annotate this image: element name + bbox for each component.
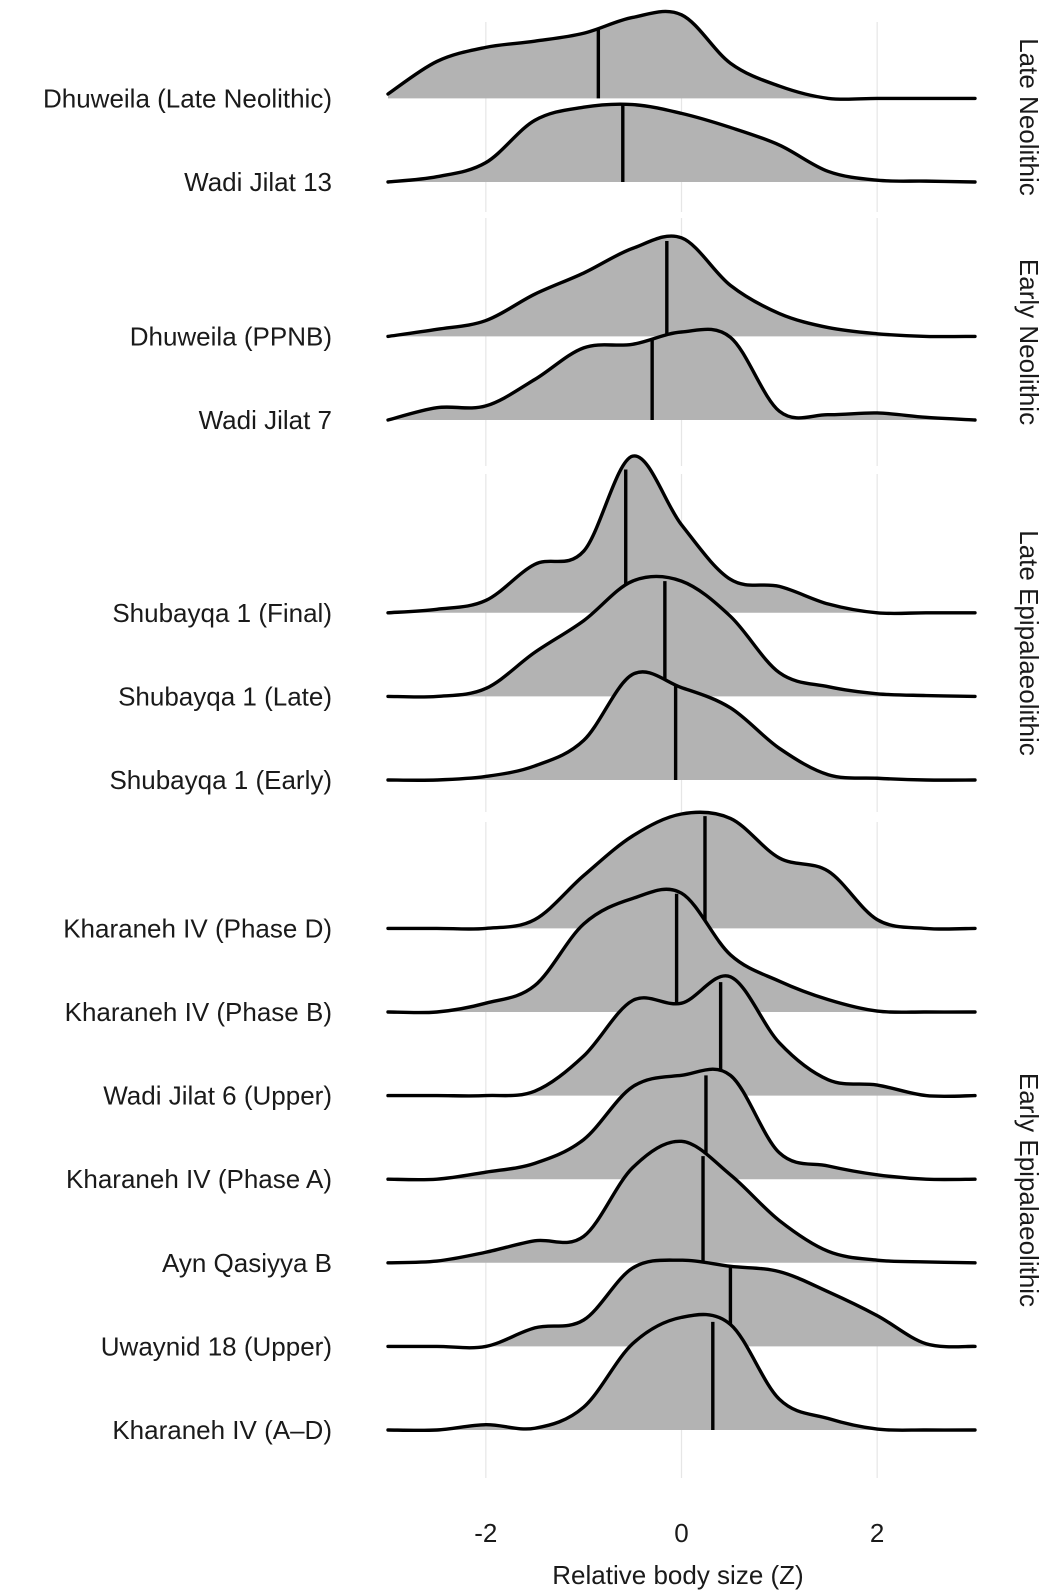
facet-label-layer: Late Neolithic Early Neolithic Late Epipal… bbox=[1014, 38, 1044, 1307]
density-area bbox=[388, 889, 975, 1013]
density-curve bbox=[386, 9, 977, 102]
group-label: Shubayqa 1 (Early) bbox=[109, 765, 332, 795]
x-axis-title: Relative body size (Z) bbox=[552, 1560, 803, 1590]
density-area bbox=[388, 104, 975, 182]
x-tick-label: 2 bbox=[870, 1518, 884, 1548]
group-label: Dhuweila (PPNB) bbox=[130, 321, 332, 351]
group-label: Uwaynid 18 (Upper) bbox=[101, 1331, 332, 1361]
group-label: Kharaneh IV (Phase A) bbox=[66, 1164, 332, 1194]
group-label: Shubayqa 1 (Final) bbox=[112, 598, 332, 628]
density-area bbox=[388, 329, 975, 420]
facet-label: Late Epipalaeolithic bbox=[1014, 530, 1044, 756]
density-curve bbox=[386, 810, 977, 931]
density-area bbox=[388, 11, 975, 100]
facet-label: Early Neolithic bbox=[1014, 259, 1044, 425]
group-label: Dhuweila (Late Neolithic) bbox=[43, 83, 332, 113]
group-label: Kharaneh IV (Phase B) bbox=[65, 997, 332, 1027]
group-label: Kharaneh IV (Phase D) bbox=[63, 913, 332, 943]
group-label: Shubayqa 1 (Late) bbox=[118, 681, 332, 711]
density-area bbox=[388, 1141, 975, 1263]
x-tick-label: 0 bbox=[674, 1518, 688, 1548]
density-area bbox=[388, 812, 975, 930]
density-area bbox=[388, 1314, 975, 1431]
density-curve bbox=[386, 1139, 977, 1265]
x-tick-label: -2 bbox=[474, 1518, 497, 1548]
group-label: Ayn Qasiyya B bbox=[162, 1248, 332, 1278]
group-label: Wadi Jilat 6 (Upper) bbox=[103, 1081, 332, 1111]
density-curve bbox=[386, 670, 977, 782]
x-axis: Relative body size (Z) -2 0 2 bbox=[474, 1518, 884, 1590]
density-area bbox=[388, 1069, 975, 1180]
density-curve bbox=[386, 102, 977, 184]
facet-label: Early Epipalaeolithic bbox=[1014, 1073, 1044, 1307]
density-area bbox=[388, 1260, 975, 1348]
group-label: Kharaneh IV (A–D) bbox=[112, 1415, 332, 1445]
ridge-layer bbox=[386, 9, 977, 1433]
density-area bbox=[388, 236, 975, 337]
density-curve bbox=[386, 327, 977, 422]
density-curve bbox=[386, 1312, 977, 1433]
density-curve bbox=[386, 1067, 977, 1182]
density-curve bbox=[386, 887, 977, 1015]
density-area bbox=[388, 576, 975, 697]
group-label: Wadi Jilat 13 bbox=[184, 167, 332, 197]
density-curve bbox=[386, 974, 977, 1099]
density-curve bbox=[386, 234, 977, 339]
label-layer: Dhuweila (Late Neolithic) Wadi Jilat 13 Dh… bbox=[43, 83, 332, 1445]
density-curve bbox=[386, 574, 977, 699]
density-area bbox=[388, 455, 975, 614]
group-label: Wadi Jilat 7 bbox=[199, 405, 332, 435]
facet-label: Late Neolithic bbox=[1014, 38, 1044, 196]
density-curve bbox=[386, 1258, 977, 1350]
density-curve bbox=[386, 454, 977, 616]
density-area bbox=[388, 975, 975, 1097]
density-area bbox=[388, 671, 975, 781]
